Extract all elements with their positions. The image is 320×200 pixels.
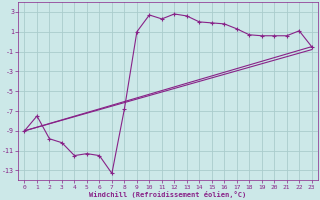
X-axis label: Windchill (Refroidissement éolien,°C): Windchill (Refroidissement éolien,°C) <box>90 191 247 198</box>
